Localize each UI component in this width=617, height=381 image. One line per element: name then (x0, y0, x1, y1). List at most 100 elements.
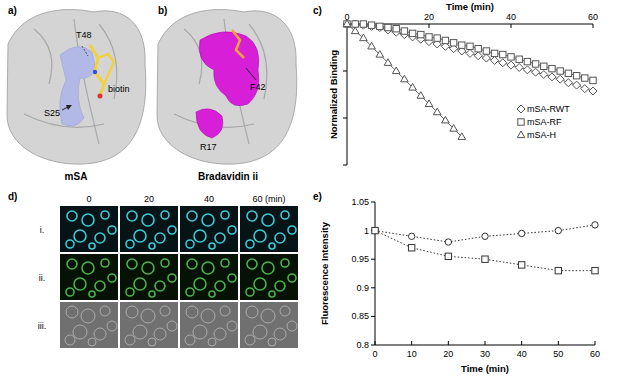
cell (126, 306, 138, 318)
cell (67, 211, 77, 221)
cell (261, 309, 275, 323)
data-point (482, 54, 490, 62)
micrograph (120, 206, 178, 252)
data-point (555, 227, 561, 233)
cell (134, 278, 146, 290)
y-tick (343, 165, 347, 166)
data-point (351, 27, 359, 34)
cell (246, 240, 254, 248)
panel-title: Bradavidin ii (198, 171, 258, 182)
cell (274, 328, 286, 340)
data-point (581, 85, 589, 93)
y-tick (343, 118, 347, 119)
data-point (508, 54, 514, 60)
cell (73, 325, 87, 339)
x-tick (595, 341, 596, 345)
y-axis-label: Normalized Binding (328, 50, 339, 139)
cell (127, 259, 137, 269)
data-point (376, 51, 384, 58)
panel-label: c) (313, 5, 322, 16)
data-point (518, 262, 524, 268)
cell (142, 262, 154, 274)
cell (288, 274, 296, 282)
panel-label: a) (8, 5, 17, 16)
y-tick-label: 0.95 (351, 254, 369, 264)
cell (161, 211, 169, 219)
label: R17 (200, 142, 217, 152)
series-line (347, 24, 462, 137)
cell (262, 262, 274, 274)
cell (227, 321, 237, 331)
x-tick (375, 341, 376, 345)
data-point (548, 73, 556, 81)
data-point (582, 75, 588, 81)
panel-label: b) (158, 5, 167, 16)
cell (134, 230, 146, 242)
micrograph (180, 254, 238, 300)
data-point (592, 267, 598, 273)
data-point (482, 256, 488, 262)
protein-surface (7, 10, 146, 165)
cell (155, 281, 165, 291)
data-point (450, 40, 456, 46)
data-point (377, 23, 383, 29)
data-point (450, 125, 458, 132)
data-point (442, 116, 450, 123)
data-point (376, 24, 384, 32)
data-point (343, 20, 351, 27)
cell (108, 274, 116, 282)
data-point (445, 253, 451, 259)
image-bg (4, 4, 149, 166)
label: biotin (108, 84, 130, 94)
cell (155, 233, 165, 243)
cell (126, 288, 134, 296)
x-tick-label: 10 (407, 349, 417, 359)
cell (246, 306, 258, 318)
legend-marker (517, 105, 525, 113)
y-tick (371, 287, 375, 288)
cell (187, 259, 197, 269)
cell (194, 230, 206, 242)
data-point (499, 59, 507, 67)
cell (209, 291, 215, 297)
cell (88, 338, 96, 346)
cell (167, 321, 177, 331)
data-point (556, 75, 564, 83)
cell (66, 240, 74, 248)
data-point (555, 267, 561, 273)
y-tick-label: 0.9 (356, 283, 369, 293)
panel-label: d) (8, 191, 17, 202)
time-label: 60 (min) (252, 194, 285, 204)
cell (214, 328, 226, 340)
cell (269, 291, 275, 297)
cell (202, 214, 214, 226)
cell (281, 211, 289, 219)
biotin-stick (232, 30, 244, 58)
label: S25 (44, 108, 60, 118)
y-tick-label: 1.05 (351, 197, 369, 207)
y-tick (371, 202, 375, 203)
data-point (385, 24, 391, 30)
binding-patch (199, 32, 259, 106)
legend-marker (517, 131, 525, 138)
data-point (409, 83, 417, 90)
cell (154, 328, 166, 340)
series-line (375, 231, 595, 271)
legend-marker (518, 119, 524, 125)
cell (268, 338, 276, 346)
protein-surface (157, 10, 297, 165)
cell (107, 321, 117, 331)
cell (133, 325, 147, 339)
series-line (347, 24, 593, 91)
data-point (343, 20, 351, 28)
plot-area (372, 222, 598, 274)
cell (82, 214, 94, 226)
x-tick-label: 0 (372, 349, 377, 359)
legend-label: mSA-H (527, 130, 556, 140)
binding-patch (60, 47, 96, 126)
x-axis-label: Time (min) (446, 1, 494, 12)
data-point (482, 233, 488, 239)
data-point (500, 51, 506, 57)
data-point (590, 77, 596, 83)
data-point (401, 75, 409, 82)
